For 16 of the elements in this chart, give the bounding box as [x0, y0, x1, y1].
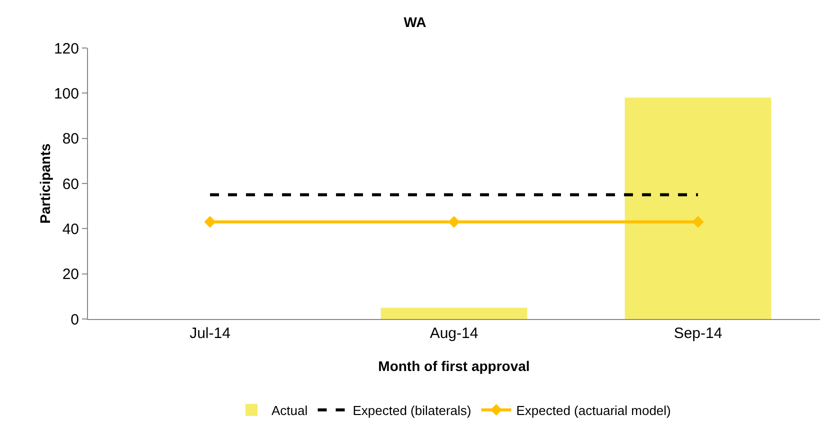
chart-title: WA	[404, 14, 426, 30]
legend-label: Expected (actuarial model)	[516, 402, 671, 418]
y-axis-title: Participants	[37, 143, 53, 224]
legend-label: Expected (bilaterals)	[352, 402, 472, 418]
x-tick-label: Aug-14	[430, 325, 478, 342]
legend-label: Actual	[272, 402, 308, 418]
x-tick-label: Jul-14	[190, 325, 230, 342]
y-tick-label: 20	[62, 266, 79, 284]
y-tick-label: 0	[70, 311, 79, 328]
y-tick-label: 40	[62, 220, 79, 238]
x-tick-label: Sep-14	[674, 325, 722, 342]
y-tick-label: 120	[54, 40, 79, 58]
y-tick-label: 80	[62, 130, 79, 148]
x-axis-title: Month of first approval	[378, 358, 530, 374]
y-tick-label: 60	[62, 176, 79, 193]
y-tick-label: 100	[54, 85, 79, 102]
